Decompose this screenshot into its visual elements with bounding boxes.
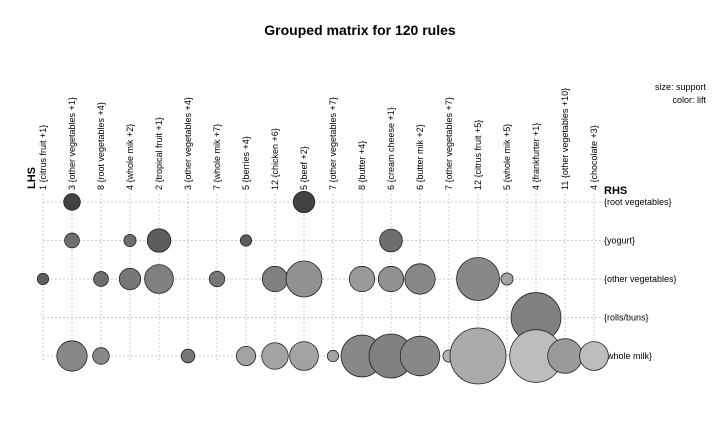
column-label: 6 {cream cheese +1} [386,107,396,190]
rule-bubble [123,234,137,247]
rule-bubble [379,228,403,253]
rule-bubble [456,257,500,301]
column-label: 12 {citrus fruit +5} [473,120,483,190]
rule-bubble [146,228,172,253]
row-label: {rolls/buns} [604,313,649,323]
rule-bubble [579,341,609,371]
rule-bubble [64,232,80,249]
column-labels: 1 {citrus fruit +1} 3 {other vegetables +… [38,88,599,190]
rule-bubble [92,347,110,365]
rule-bubble [292,190,316,214]
column-label: 8 {butter +4} [357,141,367,190]
column-label: 4 {frankfurter +1} [531,123,541,190]
rule-bubble [63,193,81,211]
rule-bubble [239,234,253,247]
rule-bubble [118,267,142,291]
column-label: 4 {chocolate +3} [589,125,599,190]
rule-bubble [261,265,289,293]
chart-title: Grouped matrix for 120 rules [264,22,456,38]
column-label: 11 {other vegetables +10} [560,88,570,190]
rule-bubble [285,260,323,298]
column-label: 8 {root vegetables +4} [96,102,106,190]
column-label: 12 {chicken +6} [270,128,280,190]
rule-bubble [547,338,583,374]
rule-bubble [261,342,289,370]
row-label: {whole milk} [604,351,652,361]
rhs-axis-title: RHS [604,185,627,197]
rule-bubble [208,270,226,288]
column-label: 7 {other vegetables +7} [444,97,454,190]
rule-bubble [399,335,441,377]
bubbles [36,190,609,385]
column-label: 6 {butter mik +2} [415,124,425,190]
column-label: 5 {beef +2} [299,146,309,190]
rule-bubble [180,348,196,364]
column-label: 1 {citrus fruit +1} [38,125,48,190]
legend-size-text: size: support [655,82,707,92]
row-label: {root vegetables} [604,197,672,207]
legend-color-text: color: lift [672,95,706,105]
rule-bubble [500,272,514,286]
rule-bubble [326,349,340,363]
column-label: 3 {other vegetables +4} [183,97,193,190]
lhs-axis-title: LHS [26,167,38,189]
rule-bubble [144,264,174,294]
column-label: 7 {whole mik +7} [212,124,222,190]
rule-bubble [449,327,507,385]
rule-bubble [377,265,405,293]
row-label: {yogurt} [604,236,635,246]
column-label: 5 {berries +4} [241,136,251,190]
rule-bubble [93,271,109,287]
column-label: 5 {whole mik +5} [502,124,512,190]
row-labels: {root vegetables} {yogurt} {other vegetabl… [604,197,677,361]
rule-bubble [56,340,88,372]
rule-bubble [289,341,319,371]
rule-bubble [404,263,436,295]
column-label: 4 {whole mik +2} [125,124,135,190]
row-label: {other vegetables} [604,274,677,284]
column-label: 7 {other vegetables +7} [328,97,338,190]
rule-bubble [348,265,376,293]
rule-bubble [36,272,50,286]
rule-bubble [235,345,257,367]
column-label: 3 {other vegetables +1} [67,97,77,190]
column-label: 2 {tropical fruit +1} [154,117,164,190]
